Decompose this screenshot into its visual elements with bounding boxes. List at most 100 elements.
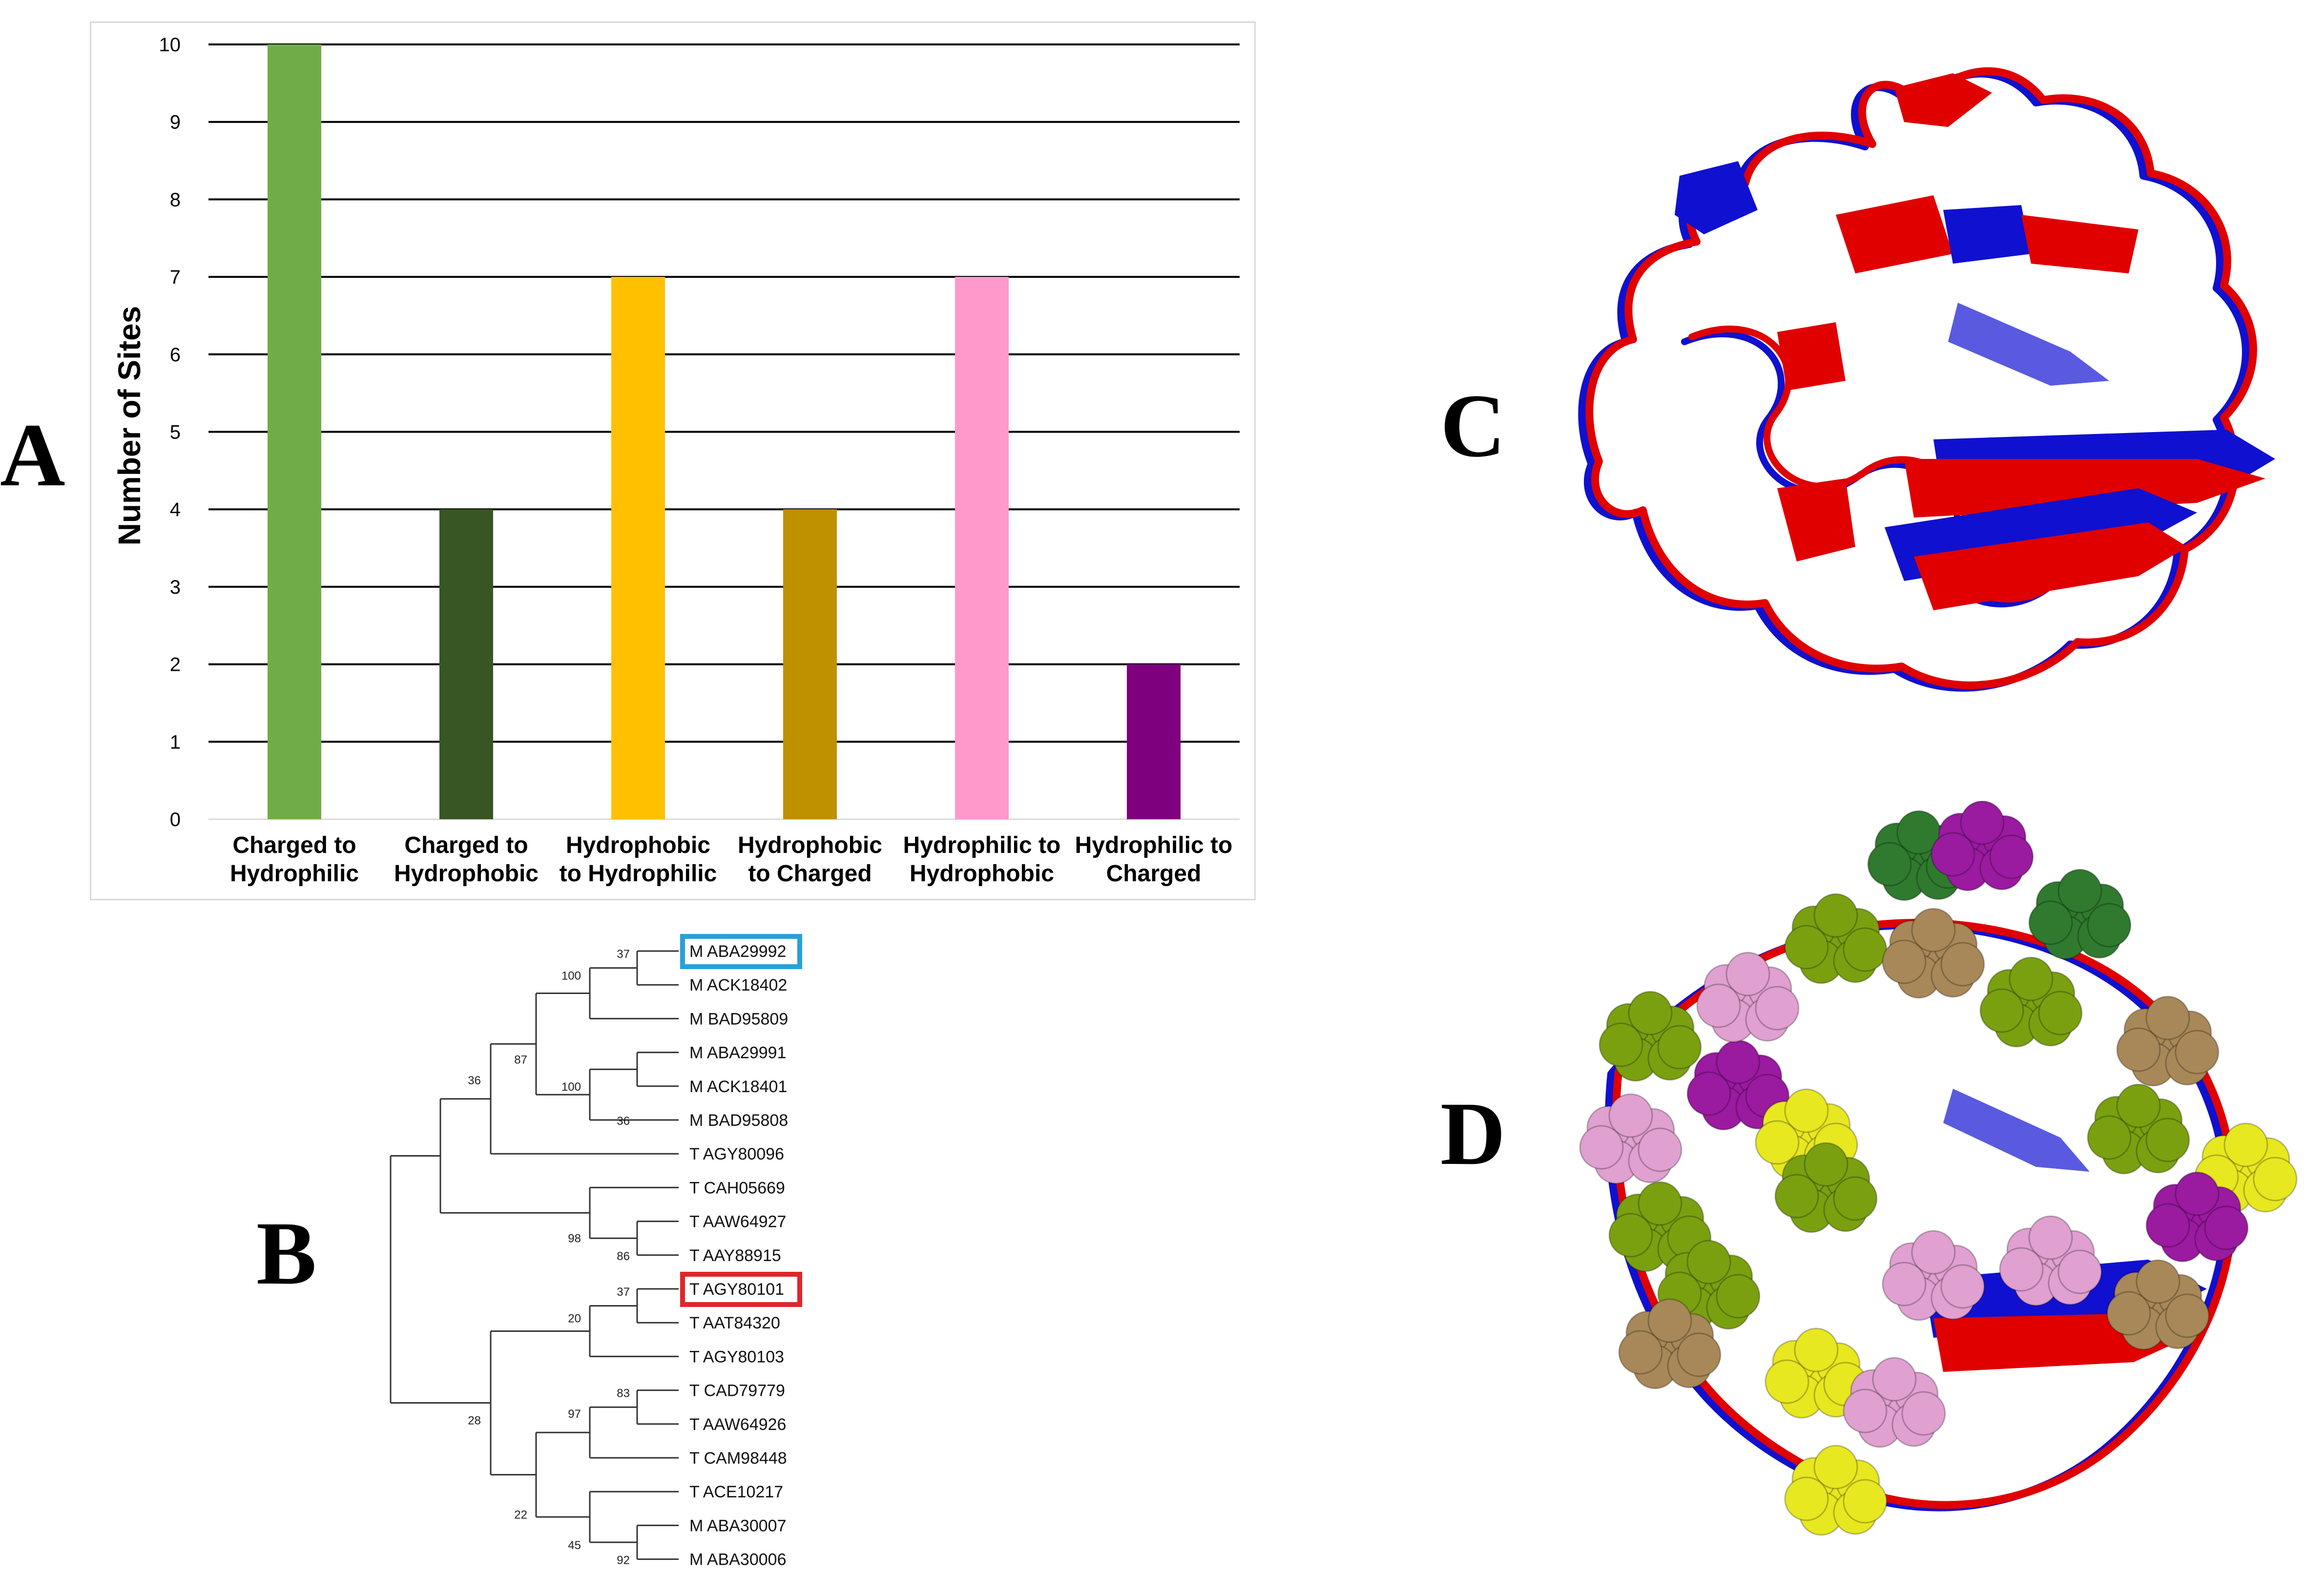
bootstrap-value: 22 (514, 1509, 527, 1522)
residue-sphere (1901, 1391, 1946, 1436)
sheet-arrow-top (1948, 303, 2109, 386)
y-tick-label: 8 (170, 189, 181, 210)
residue-sphere (1882, 1262, 1927, 1306)
category-label: Hydrophobic (394, 861, 539, 887)
residue-sphere (1784, 1088, 1829, 1133)
y-axis-title: Number of Sites (112, 306, 147, 546)
residue-sphere (2223, 1122, 2268, 1167)
tree-leaf-label: T AGY80096 (689, 1145, 784, 1163)
tree-leaf-label: M ABA29991 (689, 1044, 786, 1062)
residue-sphere (2136, 1259, 2180, 1304)
residue-sphere (2145, 1118, 2190, 1162)
residue-sphere (2145, 995, 2190, 1040)
residue-sphere (2175, 1171, 2220, 1216)
residue-sphere (1999, 1247, 2044, 1292)
tree-leaf-label: T CAD79779 (689, 1382, 785, 1400)
bootstrap-value: 86 (617, 1250, 630, 1263)
category-label: Hydrophobic (910, 861, 1054, 887)
category-label: Hydrophobic (738, 832, 882, 858)
bootstrap-value: 36 (468, 1074, 481, 1087)
residue-sphere (1911, 908, 1956, 953)
sheet-arrow-top (1943, 1089, 2090, 1172)
y-tick-label: 0 (170, 809, 181, 830)
residue-sphere (1794, 1327, 1839, 1372)
residue-sphere (1686, 1240, 1731, 1285)
bootstrap-value: 20 (568, 1312, 581, 1326)
tree-leaf-label: M ABA30006 (689, 1551, 786, 1569)
residue-sphere (1989, 834, 2034, 879)
residue-sphere (2145, 1203, 2190, 1248)
bootstrap-value: 98 (568, 1232, 581, 1245)
helix-right-red (2021, 215, 2138, 273)
highlight-box (680, 934, 802, 969)
bootstrap-values: 37 100 87 100 36 36 98 86 37 20 28 83 97 22 45 92 (468, 948, 630, 1567)
residue-sphere (1867, 842, 1912, 887)
residue-sphere (2204, 1205, 2249, 1250)
residue-sphere (1725, 952, 1770, 996)
residue-sphere (2165, 1293, 2210, 1338)
residue-sphere (1960, 801, 2005, 845)
residue-sphere (1882, 939, 1927, 984)
helix-mid-red (1836, 195, 1953, 273)
panel-label-b: B (256, 1203, 317, 1304)
gridlines (208, 43, 1240, 820)
residue-sphere (1677, 1332, 1722, 1377)
residue-sphere (2116, 1083, 2161, 1128)
category-label: to Hydrophilic (560, 861, 717, 887)
protein-structure-spheres (1579, 801, 2298, 1536)
tree-leaf-label: M ACK18401 (689, 1078, 787, 1096)
residue-sphere (1843, 1388, 1888, 1433)
residue-sphere (1872, 1357, 1917, 1402)
tree-leaf-label: M ACK18402 (689, 976, 787, 995)
panel-label-a: A (0, 405, 65, 505)
y-tick-label: 6 (170, 344, 181, 366)
residue-sphere (1686, 1071, 1731, 1116)
residue-spheres (1579, 801, 2298, 1536)
residue-sphere (1764, 1359, 1809, 1404)
tree-leaf-label: T AGY80101 (689, 1280, 784, 1299)
y-tick-label: 3 (170, 577, 181, 598)
residue-sphere (1804, 1142, 1848, 1187)
tree-leaf-label: T CAH05669 (689, 1179, 785, 1197)
category-label: Charged (1106, 861, 1202, 887)
residue-sphere (1598, 1022, 1643, 1067)
y-tick-label: 7 (170, 267, 181, 288)
helix-top (1894, 73, 1992, 127)
category-label: Hydrophilic (230, 861, 359, 887)
tree-branches (390, 950, 679, 1560)
residue-sphere (2175, 1030, 2220, 1075)
residue-sphere (1784, 1476, 1829, 1521)
residue-sphere (1911, 1230, 1956, 1275)
residue-sphere (1784, 925, 1829, 970)
bar (955, 277, 1009, 819)
panel-label-c: C (1440, 376, 1506, 476)
bootstrap-value: 45 (568, 1539, 581, 1552)
tree-leaf-labels: M ABA29992 M ACK18402 M BAD95809 M ABA29991… (680, 934, 802, 1569)
bootstrap-value: 97 (568, 1408, 581, 1421)
residue-sphere (1608, 1213, 1653, 1258)
residue-sphere (1813, 893, 1858, 938)
residue-sphere (1813, 1445, 1858, 1490)
protein-structure-overlay (1578, 67, 2275, 692)
category-label: to Charged (748, 861, 872, 887)
bar (268, 44, 321, 819)
tree-leaf-label: T AAW64927 (689, 1213, 786, 1231)
category-label: Charged to (404, 832, 528, 858)
tree-leaf-label: M BAD95808 (689, 1111, 788, 1130)
tree-leaf-label: T AAY88915 (689, 1246, 781, 1265)
helix-center-red (1777, 322, 1846, 391)
residue-sphere (1833, 1176, 1878, 1221)
residue-sphere (2253, 1157, 2298, 1202)
y-tick-label: 5 (170, 422, 181, 443)
bar (1127, 664, 1181, 819)
residue-sphere (1940, 1264, 1985, 1309)
bar-chart-panel: 0 1 2 3 4 5 6 7 8 9 10 Charged to Hydrophilic Charge… (90, 21, 1256, 900)
bootstrap-value: 87 (514, 1053, 527, 1066)
residue-sphere (2028, 1215, 2073, 1260)
bootstrap-value: 37 (617, 948, 630, 961)
tree-leaf-label: M ABA29992 (689, 942, 786, 961)
residue-sphere (1940, 942, 1985, 987)
helix-mid-blue (1943, 205, 2031, 264)
residue-sphere (1618, 1330, 1663, 1375)
